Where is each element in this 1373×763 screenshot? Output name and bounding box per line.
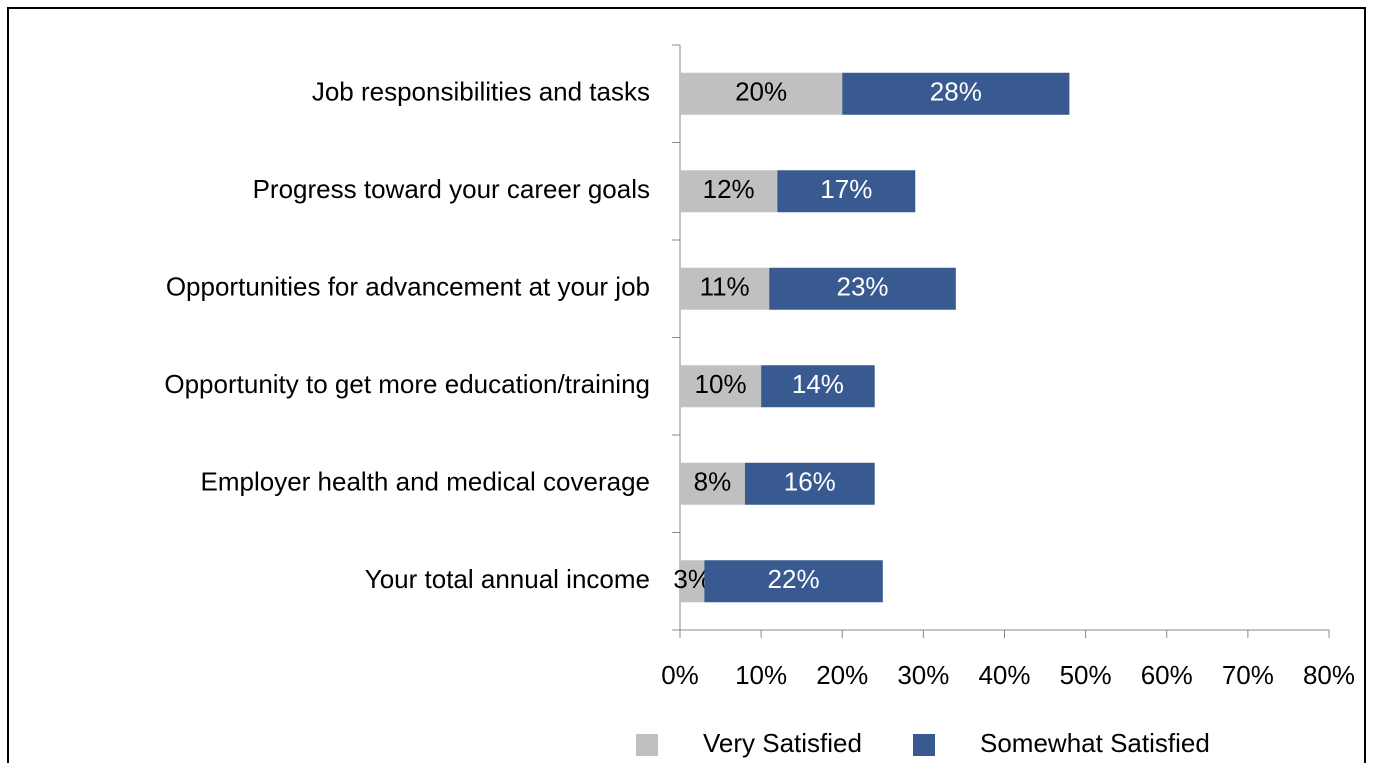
data-label: 8% (694, 467, 732, 497)
data-label: 22% (768, 564, 820, 594)
category-label: Job responsibilities and tasks (312, 77, 650, 107)
x-tick-label: 60% (1141, 660, 1193, 690)
data-label: 23% (837, 272, 889, 302)
data-label: 12% (703, 174, 755, 204)
x-tick-label: 80% (1303, 660, 1355, 690)
bar-segment (777, 170, 916, 213)
x-tick-label: 40% (978, 660, 1030, 690)
legend-swatch (636, 734, 658, 756)
bar-segment (680, 72, 843, 115)
data-label: 16% (784, 467, 836, 497)
x-tick-label: 50% (1060, 660, 1112, 690)
bar-segment (842, 72, 1070, 115)
bar-segment (680, 462, 745, 505)
category-label: Employer health and medical coverage (201, 467, 650, 497)
legend-label: Very Satisfied (703, 728, 862, 758)
chart-frame (7, 7, 1366, 763)
bar-segment (761, 365, 875, 408)
data-label: 11% (700, 272, 750, 302)
data-label: 17% (820, 174, 872, 204)
category-label: Progress toward your career goals (253, 174, 650, 204)
category-label: Opportunity to get more education/traini… (164, 369, 650, 399)
x-tick-label: 10% (735, 660, 787, 690)
x-tick-label: 20% (816, 660, 868, 690)
data-label: 14% (792, 369, 844, 399)
data-label: 28% (930, 77, 982, 107)
bar-segment (680, 560, 705, 603)
x-tick-label: 30% (897, 660, 949, 690)
category-label: Your total annual income (365, 564, 650, 594)
category-label: Opportunities for advancement at your jo… (166, 272, 650, 302)
x-tick-label: 0% (661, 660, 699, 690)
legend-swatch (913, 734, 935, 756)
data-label: 10% (695, 369, 747, 399)
bar-segment (744, 462, 875, 505)
data-label: 20% (735, 77, 787, 107)
bar-segment (680, 170, 778, 213)
x-tick-label: 70% (1222, 660, 1274, 690)
legend-label: Somewhat Satisfied (980, 728, 1210, 758)
bar-segment (769, 267, 956, 310)
bar-segment (680, 267, 770, 310)
bar-segment (704, 560, 883, 603)
bar-segment (680, 365, 762, 408)
